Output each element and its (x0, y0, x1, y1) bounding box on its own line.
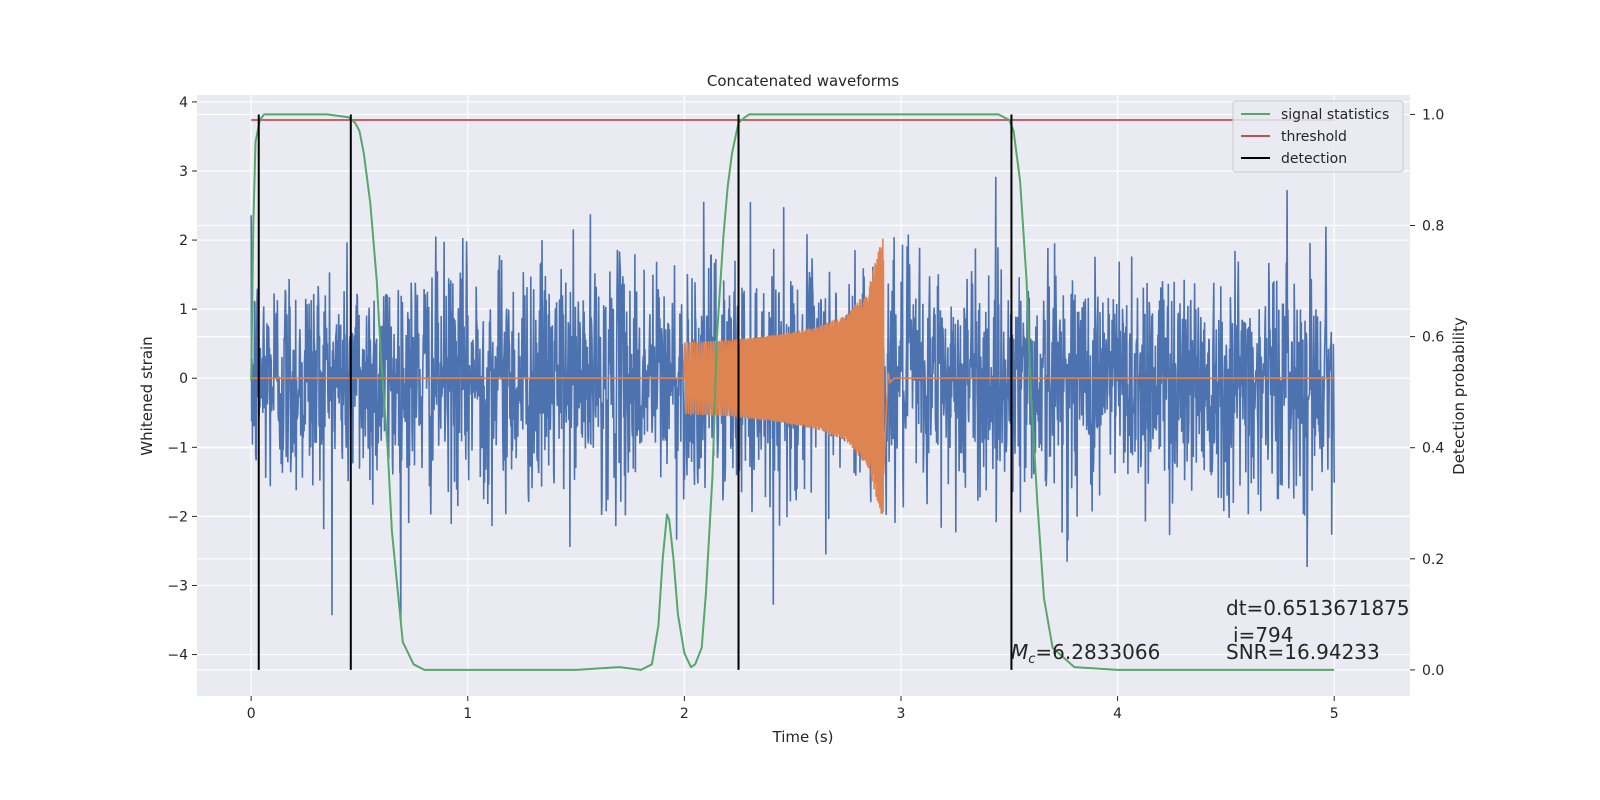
y-right-tick-label: 0.0 (1422, 663, 1444, 679)
y-tick-label: 4 (179, 95, 188, 111)
y-right-axis-label: Detection probability (1450, 317, 1468, 475)
annotation-mc: Mc=6.2833066 (1011, 640, 1160, 667)
y-tick-label: 0 (179, 371, 188, 387)
annotation-dt: dt=0.6513671875 (1226, 596, 1410, 620)
y-tick-label: −2 (167, 509, 188, 525)
x-axis-label: Time (s) (772, 728, 834, 746)
legend-label-signal-statistics: signal statistics (1281, 107, 1389, 123)
y-tick-label: −3 (167, 578, 188, 594)
annotation-snr: SNR=16.94233 (1226, 640, 1380, 664)
annotation-i: i=794 (1233, 623, 1294, 647)
plot-area (250, 113, 1335, 671)
annotation-mc-symbol: M (1011, 640, 1028, 664)
y-tick-label: 3 (179, 164, 188, 180)
x-tick-label: 2 (680, 706, 689, 722)
legend-label-threshold: threshold (1281, 129, 1347, 145)
x-tick-label: 1 (463, 706, 472, 722)
y-right-tick-label: 0.4 (1422, 441, 1444, 457)
signal-statistics-line (250, 113, 1335, 671)
legend: signal statistics threshold detection (1232, 100, 1404, 173)
chart-title: Concatenated waveforms (707, 72, 899, 90)
x-tick-label: 3 (897, 706, 906, 722)
y-tick-label: −1 (167, 440, 188, 456)
x-tick-label: 0 (247, 706, 256, 722)
y-right-tick-label: 1.0 (1422, 107, 1444, 123)
y-right-tick-label: 0.2 (1422, 552, 1444, 568)
annotations: Mc=6.2833066 dt=0.6513671875 i=794 SNR=1… (1011, 596, 1410, 667)
x-tick-label: 5 (1330, 706, 1339, 722)
annotation-mc-value: =6.2833066 (1035, 640, 1160, 664)
y-right-tick-label: 0.8 (1422, 219, 1444, 235)
legend-label-detection: detection (1281, 151, 1347, 167)
legend-box (1232, 100, 1404, 173)
y-tick-label: −4 (167, 648, 188, 664)
y-axis-label: Whitened strain (138, 336, 156, 455)
annotation-mc-subscript: c (1028, 652, 1035, 667)
y-tick-label: 2 (179, 233, 188, 249)
axes: 0 1 2 3 4 5 −4 −3 −2 −1 0 1 2 3 4 0.0 0.2 0.4 0.6 0.8 1.0 (167, 95, 1444, 722)
y-tick-label: 1 (179, 302, 188, 318)
y-right-tick-label: 0.6 (1422, 330, 1444, 346)
x-tick-label: 4 (1113, 706, 1122, 722)
